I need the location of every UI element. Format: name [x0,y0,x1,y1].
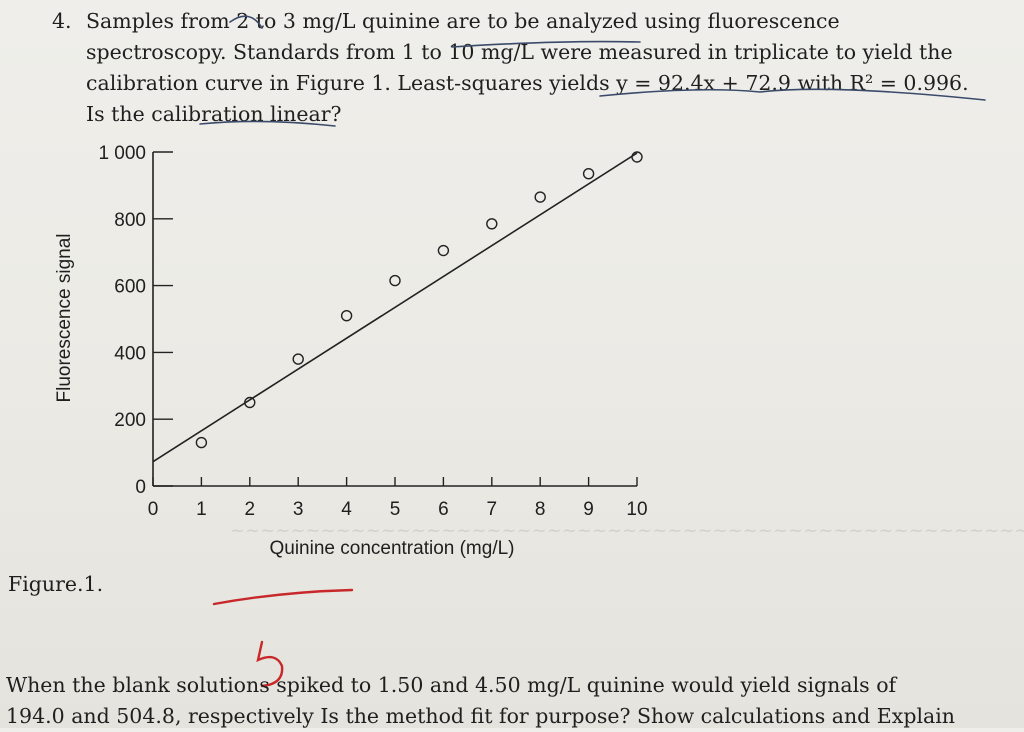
pen-annotations [199,15,986,127]
y-axis-label: Fluorescence signal [54,234,75,403]
data-point [195,436,208,449]
y-tick-label: 800 [114,210,146,231]
y-tick-label: 0 [135,477,146,498]
data-point [340,309,353,322]
y-tick-label: 1 000 [98,143,146,164]
data-point [292,353,304,365]
data-point [534,191,546,203]
y-tick-label: 400 [114,343,146,364]
x-tick-label: 10 [626,499,647,520]
red-stroke [212,588,354,606]
x-tick-label: 6 [438,499,449,520]
question-line-1: When the blank solutions spiked to 1.50 … [6,673,897,697]
chart-ticks: 0 1 2 3 4 5 6 7 8 9 10 0 200 400 600 800 1 000 [98,143,647,520]
fit-line [152,152,638,463]
x-tick-label: 2 [245,499,256,520]
pen-underline-3 [199,120,336,127]
pen-circle-mark [229,15,263,29]
data-points [195,151,643,449]
data-point [631,151,643,163]
data-point [244,396,256,409]
follow-up-question: When the blank solutions spiked to 1.50 … [6,670,1016,732]
figure-label: Figure.1. [8,572,104,596]
x-tick-label: 7 [487,499,498,520]
problem-line-3: calibration curve in Figure 1. Least-squ… [86,71,969,95]
x-tick-label: 1 [196,499,207,520]
problem-line-4: Is the calibration linear? [86,102,342,126]
question-line-2: 194.0 and 504.8, respectively Is the met… [6,704,955,728]
data-point [389,274,401,287]
x-tick-label: 0 [148,499,159,520]
handwritten-score-mark [212,588,354,688]
x-axis-label: Quinine concentration (mg/L) [269,538,514,559]
data-point [486,218,498,230]
fit-line-group [152,152,638,463]
pen-underline-2 [599,88,986,101]
y-tick-label: 600 [114,277,146,298]
problem-line-1: Samples from 2 to 3 mg/L quinine are to … [86,9,840,33]
x-tick-label: 9 [583,499,594,520]
pen-underline-1 [451,40,641,48]
x-tick-label: 4 [341,499,352,520]
x-tick-label: 3 [293,499,304,520]
data-point [437,244,450,257]
data-point [582,168,595,180]
x-tick-label: 5 [390,499,401,520]
x-tick-label: 8 [535,499,546,520]
problem-number: 4. [52,9,72,33]
chart-axes [152,152,637,487]
red-five [256,640,284,688]
y-tick-label: 200 [114,410,146,431]
